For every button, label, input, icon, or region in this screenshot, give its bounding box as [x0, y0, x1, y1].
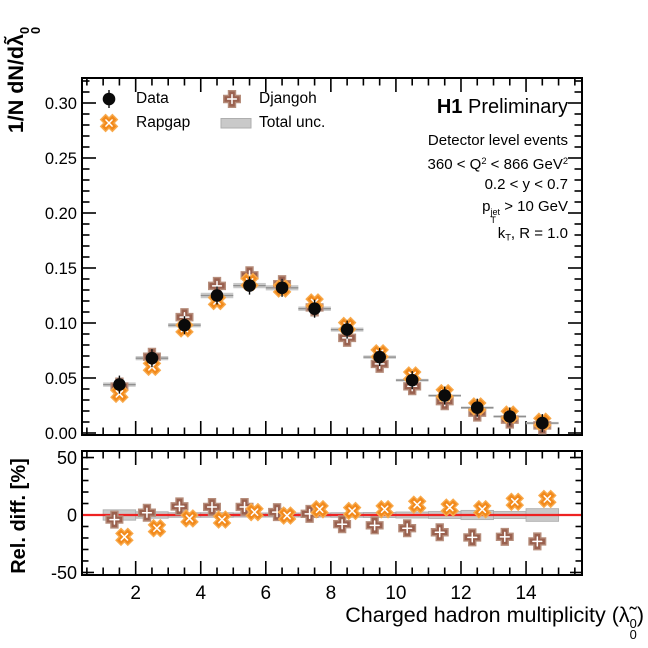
- legend-markers: [99, 90, 252, 133]
- main-y-axis-title: 1/N dN/dλ̃ 0 0: [4, 26, 43, 134]
- svg-text:0: 0: [67, 506, 77, 526]
- condition-line: 360 < Q2 < 866 GeV2: [427, 156, 568, 174]
- svg-text:-50: -50: [51, 563, 77, 583]
- condition-line: kT, R = 1.0: [497, 225, 568, 243]
- svg-text:0.15: 0.15: [45, 260, 77, 278]
- total-unc-swatch: [220, 118, 252, 129]
- svg-text:12: 12: [450, 583, 471, 604]
- main-uncertainty-band: [103, 282, 559, 425]
- svg-text:50: 50: [57, 448, 77, 468]
- svg-text:6: 6: [261, 583, 272, 604]
- legend-label-uncertainty: Total unc.: [259, 114, 326, 131]
- svg-text:14: 14: [515, 583, 537, 604]
- condition-line: p jet T > 10 GeV: [482, 198, 568, 225]
- tick-labels: 0.00 0.05 0.10 0.15 0.20 0.25 0.30 -50 0 50 2 4 6 8 10…: [45, 95, 537, 604]
- data-series-main: [113, 276, 549, 433]
- legend-label-djangoh: Djangoh: [259, 90, 317, 107]
- rapgap-series-main: [110, 272, 552, 432]
- svg-text:2: 2: [130, 583, 141, 604]
- ratio-y-axis-title: Rel. diff. [%]: [8, 458, 30, 574]
- frames: [81, 77, 583, 576]
- analysis-conditions: Detector level events 360 < Q2 < 866 GeV…: [428, 131, 568, 248]
- experiment-label: H1 Preliminary: [436, 96, 568, 118]
- svg-text:0.30: 0.30: [45, 95, 77, 113]
- svg-text:0.25: 0.25: [45, 150, 77, 168]
- djangoh-series-ratio: [105, 497, 547, 551]
- svg-text:0.10: 0.10: [45, 315, 77, 333]
- svg-text:8: 8: [326, 583, 337, 604]
- x-axis-title: Charged hadron multiplicity (λ̃ 0 0): [345, 603, 644, 642]
- svg-text:0.20: 0.20: [45, 205, 77, 223]
- svg-text:0.00: 0.00: [45, 425, 77, 443]
- svg-text:10: 10: [385, 583, 406, 604]
- legend-label-rapgap: Rapgap: [136, 114, 191, 131]
- svg-text:4: 4: [195, 583, 206, 604]
- condition-line: Detector level events: [427, 132, 568, 149]
- svg-text:0.05: 0.05: [45, 370, 77, 388]
- axis-ticks: [83, 79, 581, 574]
- condition-line: 0.2 < y < 0.7: [484, 176, 568, 194]
- rapgap-series-ratio: [115, 489, 557, 547]
- legend-label-data: Data: [136, 90, 169, 107]
